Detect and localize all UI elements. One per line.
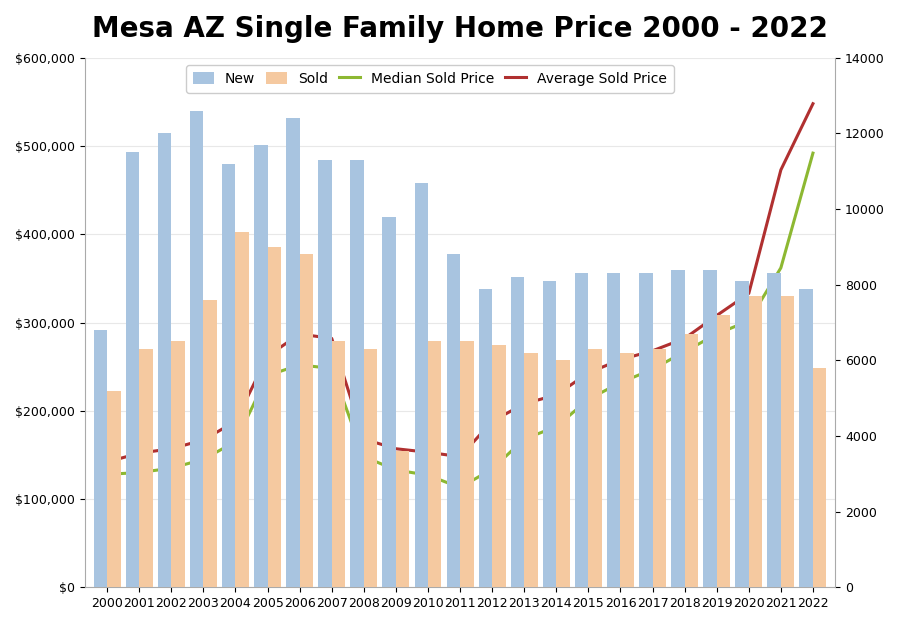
Average Sold Price [487,418,498,425]
Median Sold Price [647,366,658,373]
Bar [446,254,460,587]
Bar [781,296,795,588]
Line: Average Sold Price: Average Sold Price [107,104,813,462]
Average Sold Price [583,369,594,377]
Bar [203,300,217,588]
Median Sold Price [518,435,529,442]
Median Sold Price [327,365,338,372]
Bar [575,273,589,588]
Average Sold Price [518,400,529,408]
Average Sold Price [615,356,626,363]
Bar [382,217,396,588]
Bar [158,134,171,588]
Bar [671,269,685,588]
Average Sold Price [134,449,145,457]
Median Sold Price [551,423,562,431]
Bar [799,289,813,588]
Average Sold Price [294,330,305,338]
Bar [716,315,730,588]
Bar [350,160,364,588]
Line: Median Sold Price: Median Sold Price [107,153,813,488]
Bar [267,247,281,588]
Bar [415,182,428,588]
Bar [171,341,184,588]
Bar [749,296,762,588]
Bar [319,160,332,588]
Bar [652,349,666,588]
Average Sold Price [423,449,434,456]
Bar [556,361,570,588]
Bar [140,349,153,588]
Bar [286,118,300,588]
Bar [620,352,634,588]
Median Sold Price [743,317,754,324]
Median Sold Price [487,465,498,472]
Bar [543,281,556,588]
Bar [332,341,346,588]
Bar [94,330,107,588]
Bar [222,164,236,588]
Bar [107,391,121,588]
Median Sold Price [776,264,787,272]
Legend: New, Sold, Median Sold Price, Average Sold Price: New, Sold, Median Sold Price, Average So… [185,65,674,92]
Median Sold Price [807,149,818,157]
Bar [703,269,716,588]
Bar [364,349,377,588]
Average Sold Price [776,166,787,174]
Average Sold Price [198,436,209,444]
Bar [460,341,473,588]
Bar [479,289,492,588]
Median Sold Price [423,471,434,479]
Average Sold Price [454,453,465,461]
Median Sold Price [198,456,209,463]
Average Sold Price [230,418,241,425]
Bar [126,152,140,588]
Median Sold Price [454,484,465,491]
Bar [524,352,537,588]
Bar [813,368,826,588]
Median Sold Price [391,466,401,474]
Average Sold Price [647,347,658,354]
Median Sold Price [134,469,145,476]
Average Sold Price [711,312,722,319]
Median Sold Price [102,471,112,478]
Median Sold Price [583,396,594,403]
Bar [190,111,203,588]
Average Sold Price [102,458,112,466]
Bar [510,277,524,588]
Median Sold Price [230,438,241,446]
Bar [589,349,602,588]
Bar [639,273,652,588]
Median Sold Price [294,361,305,369]
Bar [428,341,442,588]
Average Sold Price [327,335,338,342]
Median Sold Price [358,453,369,461]
Bar [300,254,313,587]
Bar [685,334,698,588]
Average Sold Price [262,352,273,360]
Bar [254,145,267,588]
Average Sold Price [680,335,690,342]
Median Sold Price [166,464,176,472]
Median Sold Price [711,330,722,338]
Average Sold Price [166,445,176,452]
Title: Mesa AZ Single Family Home Price 2000 - 2022: Mesa AZ Single Family Home Price 2000 - … [92,15,828,43]
Bar [236,232,249,588]
Bar [735,281,749,588]
Bar [607,273,620,588]
Average Sold Price [743,289,754,297]
Bar [768,273,781,588]
Median Sold Price [680,348,690,356]
Median Sold Price [262,372,273,379]
Average Sold Price [391,445,401,452]
Average Sold Price [551,391,562,399]
Bar [396,451,410,588]
Bar [492,345,506,588]
Average Sold Price [807,100,818,107]
Average Sold Price [358,435,369,442]
Median Sold Price [615,379,626,386]
